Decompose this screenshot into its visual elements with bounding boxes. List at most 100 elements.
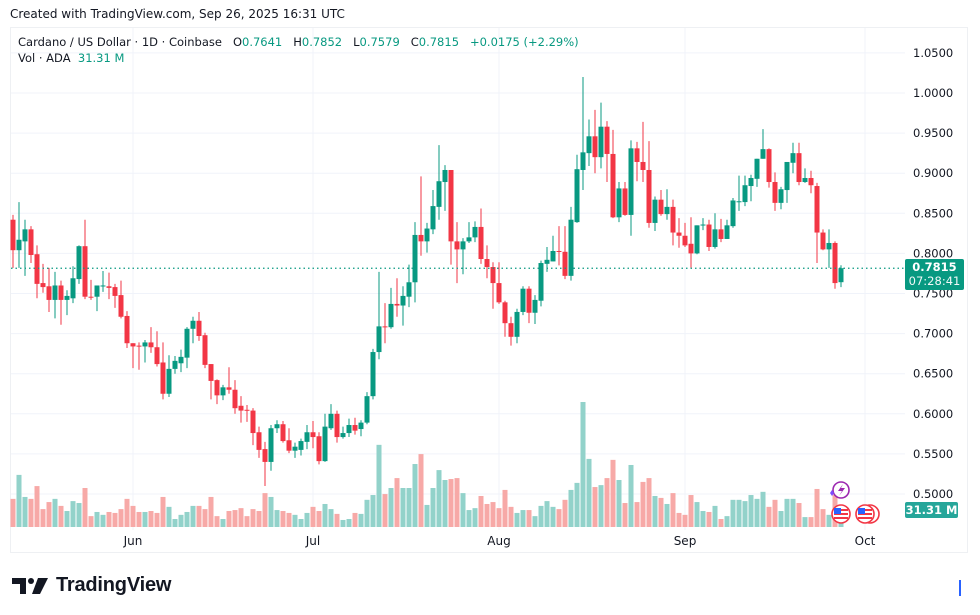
candle-body <box>730 200 736 227</box>
volume-bar <box>718 519 724 527</box>
candle <box>298 438 304 456</box>
volume-bar <box>256 511 262 527</box>
candle-body <box>436 181 442 207</box>
volume-bar <box>712 505 718 527</box>
candle-body <box>442 169 448 183</box>
volume-bars <box>10 402 844 527</box>
candle-body <box>646 169 652 223</box>
candle <box>334 410 340 443</box>
tradingview-logo-icon <box>12 577 48 594</box>
candle <box>34 245 40 299</box>
volume-bar <box>34 486 40 527</box>
volume-bar <box>562 499 568 527</box>
time-tick-label: Sep <box>674 534 697 548</box>
volume-bar <box>586 458 592 527</box>
volume-bar <box>214 516 220 527</box>
volume-bar <box>664 503 670 527</box>
candle-body <box>820 232 826 250</box>
volume-bar <box>172 519 178 527</box>
volume-bar <box>28 498 34 527</box>
volume-bar <box>292 514 298 527</box>
candle <box>694 225 700 255</box>
candle-body <box>238 405 244 411</box>
price-tick-label: 0.8500 <box>913 206 953 220</box>
volume-bar <box>94 511 100 527</box>
last-volume-badge: 31.31 M <box>905 502 958 518</box>
volume-bar <box>808 517 814 527</box>
volume-bar <box>328 509 334 527</box>
candle <box>388 287 394 329</box>
symbol-legend: Cardano / US Dollar · 1D · Coinbase O0.7… <box>18 35 579 49</box>
volume-label[interactable]: Vol · ADA <box>18 51 71 65</box>
volume-bar <box>640 481 646 527</box>
candle-body <box>568 219 574 276</box>
candle-body <box>220 387 226 396</box>
us-flag-event-icon[interactable] <box>855 504 880 524</box>
volume-bar <box>658 497 664 527</box>
candle <box>724 219 730 239</box>
candle <box>490 262 496 309</box>
volume-bar <box>820 509 826 527</box>
candle-body <box>214 380 220 396</box>
volume-bar <box>274 510 280 527</box>
candle <box>562 226 568 280</box>
volume-bar <box>370 495 376 527</box>
candle <box>358 420 364 437</box>
candle <box>52 271 58 319</box>
candle <box>682 222 688 247</box>
volume-bar <box>778 511 784 527</box>
lightning-event-icon[interactable] <box>830 481 850 499</box>
candle-body <box>532 299 538 313</box>
tradingview-logo[interactable]: TradingView <box>12 574 171 597</box>
volume-bar <box>826 514 832 527</box>
candle-body <box>46 286 52 300</box>
price-tick-label: 1.0500 <box>913 46 953 60</box>
us-flag-event-icon[interactable] <box>831 504 851 524</box>
volume-bar <box>736 499 742 527</box>
candle <box>736 175 742 211</box>
volume-bar <box>358 513 364 527</box>
price-tick-label: 0.9000 <box>913 166 953 180</box>
chart-frame[interactable] <box>10 27 968 553</box>
candle-body <box>766 149 772 183</box>
candle-body <box>76 246 82 280</box>
candle-body <box>454 241 460 250</box>
symbol-title[interactable]: Cardano / US Dollar · 1D · Coinbase <box>18 35 222 49</box>
volume-bar <box>88 516 94 527</box>
candle-body <box>322 426 328 462</box>
candle <box>634 141 640 182</box>
candle-body <box>298 441 304 450</box>
volume-bar <box>478 495 484 527</box>
candle-body <box>544 259 550 264</box>
volume-bar <box>646 478 652 527</box>
candle-body <box>100 285 106 287</box>
candle-body <box>256 432 262 450</box>
candle <box>598 102 604 169</box>
volume-bar <box>790 498 796 527</box>
volume-bar <box>394 478 400 527</box>
volume-bar <box>148 511 154 527</box>
candle-body <box>346 425 352 434</box>
volume-bar <box>772 499 778 527</box>
candle-body <box>640 161 646 170</box>
candle-body <box>796 153 802 183</box>
candle <box>58 280 64 325</box>
candle-body <box>142 342 148 347</box>
candle-body <box>358 422 364 430</box>
last-price-badge: 0.7815 07:28:41 <box>905 259 964 290</box>
candle <box>442 165 448 211</box>
candle <box>292 442 298 458</box>
candle <box>718 218 724 243</box>
volume-bar <box>112 512 118 527</box>
candle <box>604 121 610 183</box>
candle-body <box>688 243 694 254</box>
candle-body <box>736 201 742 203</box>
volume-bar <box>16 474 22 527</box>
candle <box>202 332 208 369</box>
candle-body <box>700 224 706 226</box>
events[interactable] <box>830 481 880 524</box>
candle <box>820 229 826 251</box>
candle <box>436 145 442 220</box>
candle <box>160 342 166 400</box>
